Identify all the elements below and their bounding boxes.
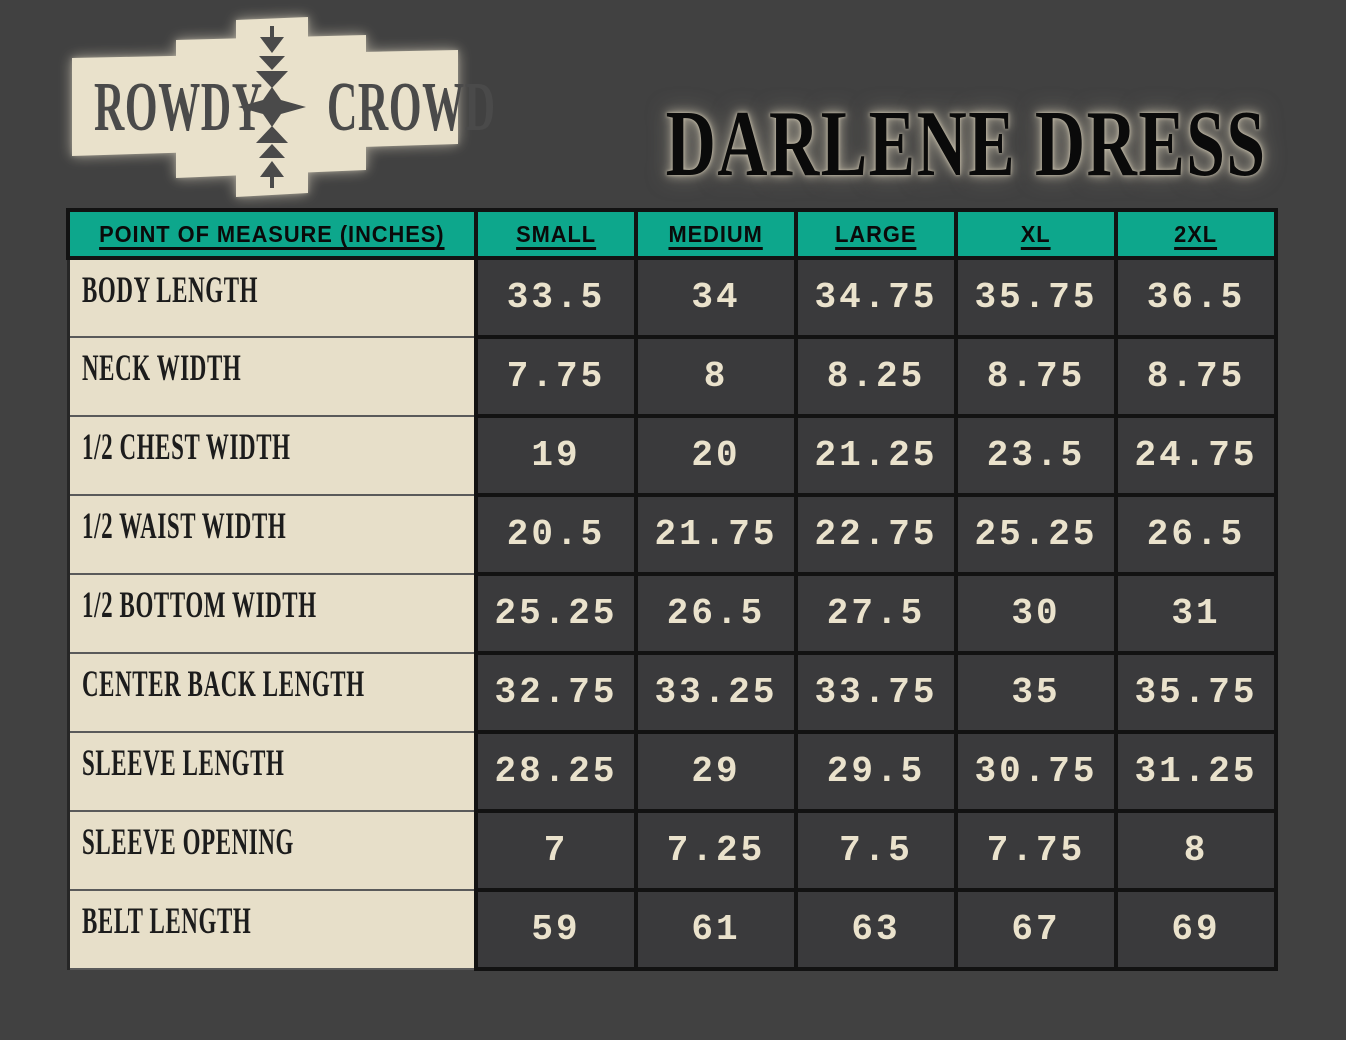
size-value-cell: 7 <box>474 809 638 892</box>
measure-label-cell: 1/2 CHEST WIDTH <box>66 415 478 496</box>
size-table-body: BODY LENGTH 33.5 34 34.75 35.75 36.5 NECK WIDT… <box>66 256 1278 971</box>
column-header-label: SMALL <box>515 220 597 247</box>
measure-label: SLEEVE LENGTH <box>81 743 284 784</box>
size-value-cell: 27.5 <box>794 572 958 655</box>
table-row: BELT LENGTH 59 61 63 67 69 <box>66 888 1278 971</box>
column-header-measure: POINT OF MEASURE (INCHES) <box>66 208 478 260</box>
size-value-cell: 8 <box>1114 809 1278 892</box>
measure-label: 1/2 WAIST WIDTH <box>81 506 286 547</box>
table-row: 1/2 BOTTOM WIDTH 25.25 26.5 27.5 30 31 <box>66 572 1278 655</box>
size-value-cell: 26.5 <box>634 572 798 655</box>
measure-label-cell: BELT LENGTH <box>66 889 478 970</box>
measure-label: 1/2 BOTTOM WIDTH <box>81 585 317 626</box>
table-header-row: POINT OF MEASURE (INCHES) SMALL MEDIUM LARG… <box>66 208 1278 260</box>
size-value-cell: 21.25 <box>794 414 958 497</box>
size-value-cell: 24.75 <box>1114 414 1278 497</box>
logo-word-rowdy: ROWDY <box>94 69 263 146</box>
measure-label-cell: 1/2 BOTTOM WIDTH <box>66 573 478 654</box>
column-header-label: 2XL <box>1174 220 1218 247</box>
measure-label: NECK WIDTH <box>81 348 241 389</box>
size-value-cell: 28.25 <box>474 730 638 813</box>
size-value-cell: 61 <box>634 888 798 971</box>
measure-label-cell: BODY LENGTH <box>66 257 478 338</box>
size-value-cell: 59 <box>474 888 638 971</box>
measure-label-cell: CENTER BACK LENGTH <box>66 652 478 733</box>
size-value-cell: 30 <box>954 572 1118 655</box>
size-value-cell: 31.25 <box>1114 730 1278 813</box>
size-value-cell: 8.25 <box>794 335 958 418</box>
size-value-cell: 63 <box>794 888 958 971</box>
size-chart-table: POINT OF MEASURE (INCHES) SMALL MEDIUM LARG… <box>66 208 1278 971</box>
product-title-text: DARLENE DRESS <box>665 92 1267 196</box>
size-value-cell: 32.75 <box>474 651 638 734</box>
size-value-cell: 34 <box>634 256 798 339</box>
size-value-cell: 8 <box>634 335 798 418</box>
measure-label: 1/2 CHEST WIDTH <box>81 427 291 468</box>
size-value-cell: 7.75 <box>474 335 638 418</box>
size-value-cell: 21.75 <box>634 493 798 576</box>
measure-label: CENTER BACK LENGTH <box>81 664 365 705</box>
column-header-label: POINT OF MEASURE (INCHES) <box>99 220 445 247</box>
column-header-small: SMALL <box>474 208 638 260</box>
size-value-cell: 7.25 <box>634 809 798 892</box>
size-value-cell: 19 <box>474 414 638 497</box>
size-value-cell: 20.5 <box>474 493 638 576</box>
size-value-cell: 31 <box>1114 572 1278 655</box>
column-header-large: LARGE <box>794 208 958 260</box>
column-header-label: MEDIUM <box>668 220 764 247</box>
measure-label: BODY LENGTH <box>81 270 258 311</box>
size-value-cell: 29.5 <box>794 730 958 813</box>
table-row: BODY LENGTH 33.5 34 34.75 35.75 36.5 <box>66 256 1278 339</box>
column-header-medium: MEDIUM <box>634 208 798 260</box>
column-header-label: LARGE <box>835 220 917 247</box>
size-value-cell: 8.75 <box>1114 335 1278 418</box>
table-row: 1/2 WAIST WIDTH 20.5 21.75 22.75 25.25 26.5 <box>66 493 1278 576</box>
table-row: 1/2 CHEST WIDTH 19 20 21.25 23.5 24.75 <box>66 414 1278 497</box>
size-value-cell: 7.5 <box>794 809 958 892</box>
size-value-cell: 35 <box>954 651 1118 734</box>
measure-label-cell: 1/2 WAIST WIDTH <box>66 494 478 575</box>
table-row: SLEEVE OPENING 7 7.25 7.5 7.75 8 <box>66 809 1278 892</box>
column-header-xl: XL <box>954 208 1118 260</box>
brand-logo: ROWDY CROWD <box>64 12 496 198</box>
size-value-cell: 35.75 <box>954 256 1118 339</box>
size-value-cell: 25.25 <box>954 493 1118 576</box>
measure-label-cell: SLEEVE LENGTH <box>66 731 478 812</box>
column-header-label: XL <box>1021 220 1051 247</box>
size-value-cell: 36.5 <box>1114 256 1278 339</box>
logo-ornament-icon <box>238 26 306 188</box>
size-value-cell: 33.25 <box>634 651 798 734</box>
size-value-cell: 35.75 <box>1114 651 1278 734</box>
size-value-cell: 30.75 <box>954 730 1118 813</box>
measure-label-cell: SLEEVE OPENING <box>66 810 478 891</box>
size-value-cell: 67 <box>954 888 1118 971</box>
size-value-cell: 26.5 <box>1114 493 1278 576</box>
product-title: DARLENE DRESS <box>650 92 1282 196</box>
size-value-cell: 33.5 <box>474 256 638 339</box>
size-value-cell: 7.75 <box>954 809 1118 892</box>
size-value-cell: 20 <box>634 414 798 497</box>
column-header-2xl: 2XL <box>1114 208 1278 260</box>
size-value-cell: 8.75 <box>954 335 1118 418</box>
logo-word-crowd: CROWD <box>327 69 496 146</box>
size-value-cell: 34.75 <box>794 256 958 339</box>
size-value-cell: 29 <box>634 730 798 813</box>
measure-label: SLEEVE OPENING <box>81 822 294 863</box>
size-value-cell: 25.25 <box>474 572 638 655</box>
measure-label-cell: NECK WIDTH <box>66 336 478 417</box>
measure-label: BELT LENGTH <box>81 901 251 942</box>
size-value-cell: 69 <box>1114 888 1278 971</box>
table-row: SLEEVE LENGTH 28.25 29 29.5 30.75 31.25 <box>66 730 1278 813</box>
size-value-cell: 33.75 <box>794 651 958 734</box>
size-value-cell: 23.5 <box>954 414 1118 497</box>
table-row: NECK WIDTH 7.75 8 8.25 8.75 8.75 <box>66 335 1278 418</box>
size-value-cell: 22.75 <box>794 493 958 576</box>
table-row: CENTER BACK LENGTH 32.75 33.25 33.75 35 35.75 <box>66 651 1278 734</box>
